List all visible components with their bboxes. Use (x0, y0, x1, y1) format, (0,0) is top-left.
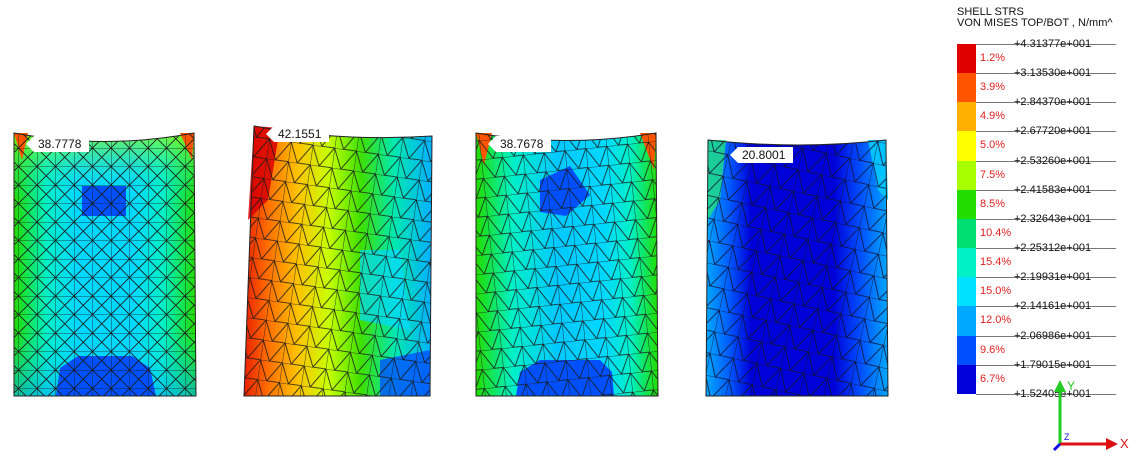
legend-divider (976, 131, 1116, 132)
legend-percent: 7.5% (980, 169, 1006, 181)
plate-2[interactable] (243, 125, 433, 397)
legend-percent: 10.4% (980, 227, 1012, 239)
legend-percent: 1.2% (980, 52, 1006, 64)
legend-title-line2: VON MISES TOP/BOT , N/mm^ (957, 17, 1113, 29)
legend-value: +2.41583e+001 (1014, 184, 1092, 196)
legend-value: +1.79015e+001 (1014, 359, 1092, 371)
plate-1-max-label: 38.7778 (26, 136, 90, 152)
legend-swatch (957, 131, 976, 161)
legend-swatch (957, 160, 976, 190)
legend-swatch (957, 73, 976, 103)
legend-swatch (957, 277, 976, 307)
legend-swatch (957, 248, 976, 278)
plate-3-max-label: 38.7678 (488, 136, 552, 152)
legend-value: +1.52405e+001 (1014, 388, 1092, 400)
legend-divider (976, 73, 1116, 74)
legend-value: +2.67720e+001 (1014, 125, 1092, 137)
legend-percent: 4.9% (980, 110, 1006, 122)
legend-divider (976, 44, 1116, 45)
legend-percent: 12.0% (980, 314, 1012, 326)
plate-4[interactable] (705, 139, 889, 397)
legend-divider (976, 365, 1116, 366)
legend-value: +4.31377e+001 (1014, 38, 1092, 50)
plate-3[interactable] (475, 132, 659, 397)
legend-divider (976, 306, 1116, 307)
axis-z-label: Z (1064, 432, 1070, 442)
legend-title-line1: SHELL STRS (957, 6, 1024, 18)
legend-divider (976, 219, 1116, 220)
legend-swatch (957, 44, 976, 74)
legend-percent: 8.5% (980, 198, 1006, 210)
legend-swatch (957, 189, 976, 219)
legend-divider (976, 336, 1116, 337)
axis-triad: Y X Z (1052, 379, 1129, 452)
legend-divider-lines (976, 44, 1116, 395)
legend-value: +3.13530e+001 (1014, 67, 1092, 79)
plate-4-max-label: 20.8001 (730, 147, 794, 163)
legend-percent: 5.0% (980, 139, 1006, 151)
plates-canvas (13, 125, 889, 397)
plate-1[interactable] (13, 132, 197, 397)
legend-value: +2.25312e+001 (1014, 242, 1092, 254)
legend-value: +2.19931e+001 (1014, 271, 1092, 283)
legend-swatch (957, 102, 976, 132)
legend-swatch (957, 335, 976, 365)
legend-divider (976, 248, 1116, 249)
legend-percent: 15.4% (980, 256, 1012, 268)
legend-percent: 6.7% (980, 373, 1006, 385)
axis-x-label: X (1120, 436, 1129, 451)
legend-divider (976, 190, 1116, 191)
legend-title: SHELL STRS VON MISES TOP/BOT , N/mm^ (957, 7, 1113, 29)
legend-swatch (957, 364, 976, 394)
legend-divider (976, 102, 1116, 103)
legend-divider (976, 394, 1116, 395)
legend-divider (976, 161, 1116, 162)
axis-y-label: Y (1067, 379, 1075, 393)
legend-percent: 9.6% (980, 344, 1006, 356)
legend-value: +2.14161e+001 (1014, 300, 1092, 312)
plate-2-max-label: 42.1551 (266, 126, 330, 142)
legend-color-bar (957, 44, 976, 394)
legend-value: +2.32643e+001 (1014, 213, 1092, 225)
legend-value: +2.84370e+001 (1014, 96, 1092, 108)
legend-percent: 15.0% (980, 285, 1012, 297)
legend-swatch (957, 306, 976, 336)
legend-swatch (957, 218, 976, 249)
legend-divider (976, 277, 1116, 278)
legend-percent: 3.9% (980, 81, 1006, 93)
legend-value: +2.53260e+001 (1014, 155, 1092, 167)
legend-value: +2.06986e+001 (1014, 330, 1092, 342)
